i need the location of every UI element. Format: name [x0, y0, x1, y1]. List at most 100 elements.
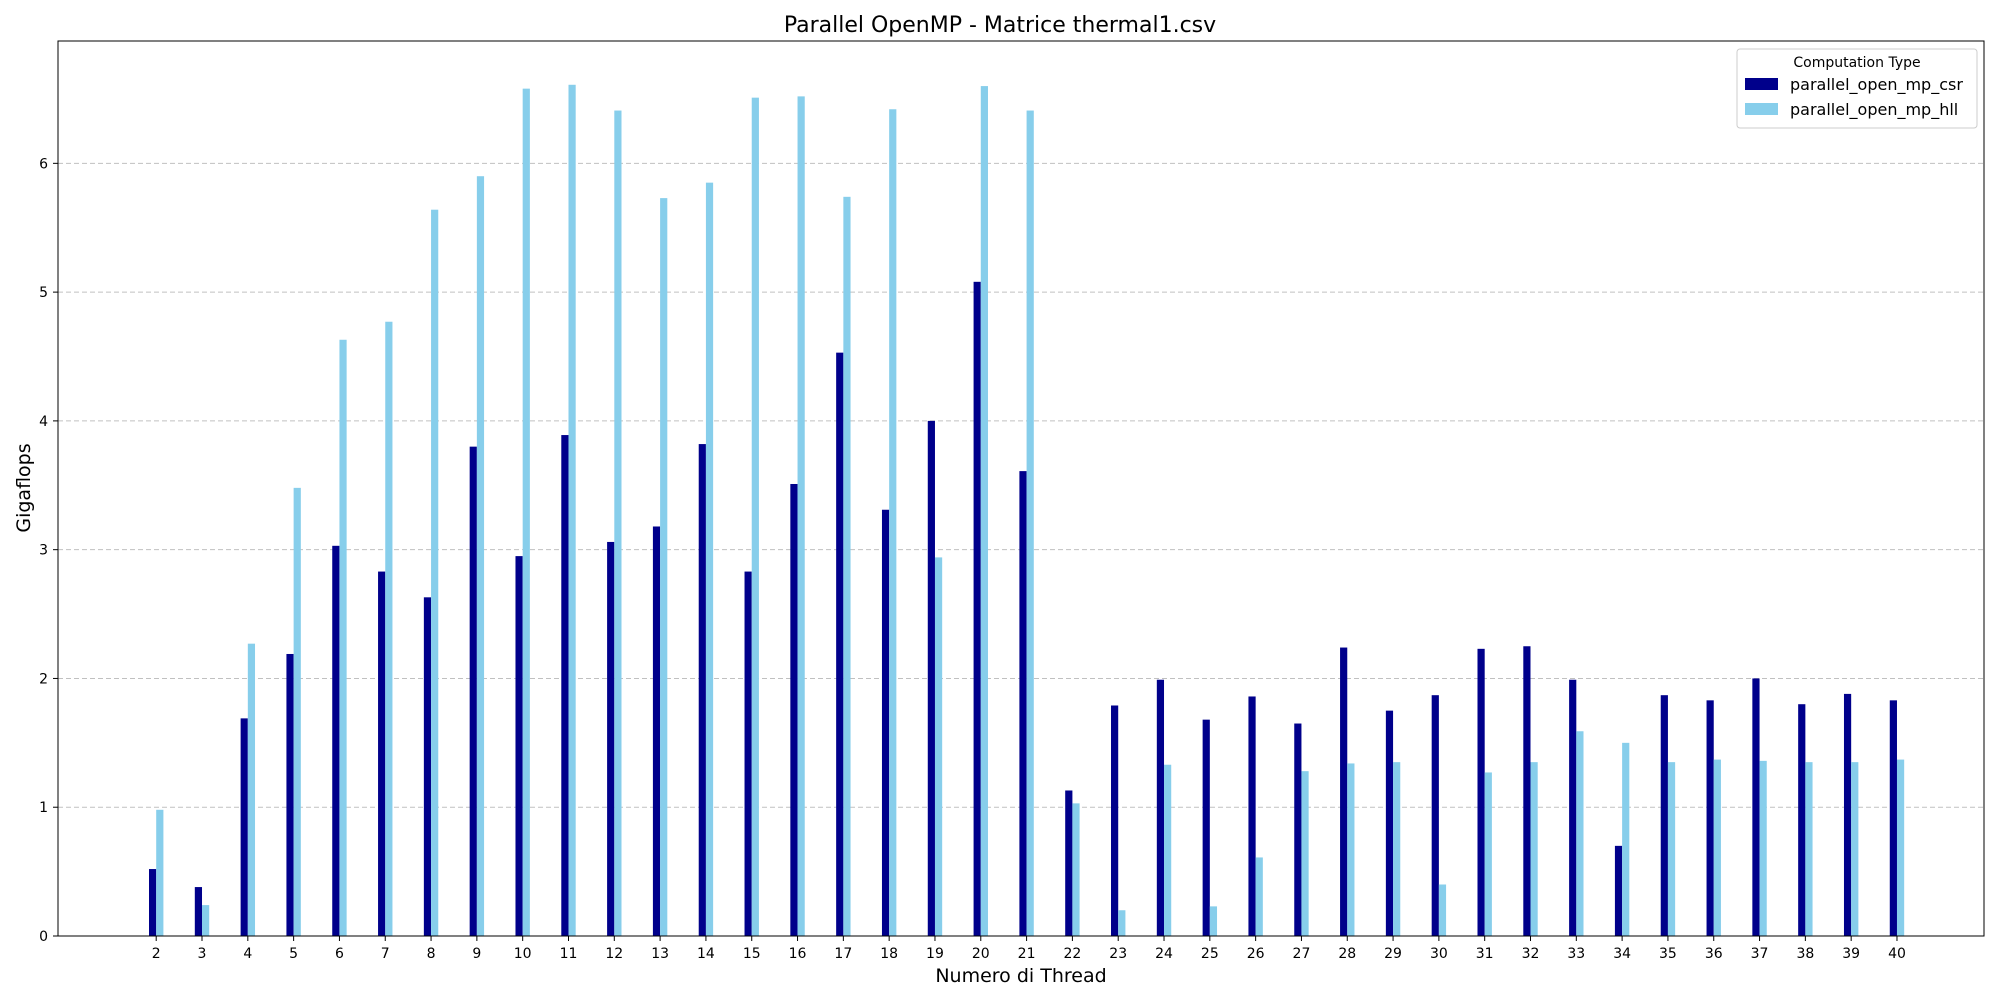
x-tick-label: 24: [1155, 946, 1173, 962]
bar-hll-39: [1851, 762, 1859, 936]
x-tick-label: 4: [243, 946, 252, 962]
bar-csr-36: [1706, 700, 1714, 936]
bar-hll-16: [797, 96, 805, 937]
bar-csr-12: [607, 541, 615, 936]
bar-csr-39: [1843, 693, 1852, 936]
legend-box: [1736, 48, 1978, 129]
x-tick-label: 11: [560, 946, 578, 962]
bar-hll-40: [1896, 759, 1905, 936]
x-tick-label: 8: [427, 946, 436, 962]
bar-hll-27: [1301, 771, 1309, 936]
x-tick-label: 39: [1842, 946, 1860, 962]
bar-hll-17: [843, 196, 851, 937]
x-tick-label: 38: [1796, 946, 1814, 962]
y-axis-label: Gigaflops: [13, 443, 35, 532]
x-tick-label: 30: [1430, 946, 1448, 962]
bar-hll-38: [1805, 762, 1813, 936]
x-tick-label: 2: [152, 946, 161, 962]
bar-hll-5: [293, 487, 301, 936]
x-tick-label: 19: [926, 946, 944, 962]
x-tick-label: 18: [880, 946, 898, 962]
bar-csr-6: [332, 545, 340, 936]
x-tick-label: 22: [1063, 946, 1081, 962]
bar-csr-21: [1019, 471, 1027, 936]
bar-hll-13: [660, 198, 668, 936]
x-tick-label: 12: [605, 946, 623, 962]
x-tick-label: 35: [1659, 946, 1677, 962]
bar-hll-24: [1164, 764, 1172, 936]
bar-csr-8: [423, 597, 432, 936]
x-tick-label: 7: [381, 946, 390, 962]
legend-label-csr: parallel_open_mp_csr: [1790, 75, 1963, 95]
bar-hll-21: [1026, 110, 1034, 937]
bar-csr-2: [149, 869, 157, 936]
x-tick-label: 20: [972, 946, 990, 962]
bar-csr-10: [515, 556, 523, 936]
legend-label-hll: parallel_open_mp_hll: [1790, 100, 1958, 120]
y-tick-label: 2: [39, 671, 48, 687]
x-axis-label: Numero di Thread: [935, 965, 1106, 987]
series-csr: [149, 281, 1897, 937]
bar-hll-26: [1255, 857, 1263, 936]
bar-hll-3: [202, 905, 210, 936]
bar-csr-29: [1385, 710, 1394, 936]
bar-csr-17: [836, 352, 844, 937]
bar-hll-19: [934, 557, 943, 936]
bar-csr-14: [698, 444, 706, 936]
bar-csr-28: [1340, 647, 1348, 936]
bar-hll-8: [431, 209, 439, 936]
bar-hll-22: [1072, 803, 1080, 936]
bar-csr-23: [1111, 705, 1119, 936]
x-tick-label: 25: [1201, 946, 1219, 962]
x-axis-ticks: 2 3 4 5 6 7 8 9 10 11 12 13 14 15 16 17 18 19 20 21 22 23 24 25…: [152, 936, 1906, 962]
bar-csr-27: [1294, 723, 1302, 936]
x-tick-label: 6: [335, 946, 344, 962]
x-tick-label: 15: [743, 946, 761, 962]
bar-csr-18: [881, 509, 890, 936]
bar-csr-35: [1660, 695, 1668, 936]
bar-hll-31: [1484, 772, 1492, 936]
x-tick-label: 32: [1522, 946, 1540, 962]
bar-hll-6: [339, 339, 347, 937]
x-tick-label: 29: [1384, 946, 1402, 962]
bar-hll-32: [1530, 762, 1538, 936]
x-tick-label: 5: [289, 946, 298, 962]
x-tick-label: 34: [1613, 946, 1631, 962]
bar-hll-18: [889, 109, 897, 936]
bar-hll-29: [1393, 762, 1401, 936]
bar-csr-24: [1156, 679, 1165, 936]
bar-hll-15: [751, 97, 759, 937]
x-tick-label: 21: [1018, 946, 1036, 962]
bar-csr-11: [561, 435, 569, 936]
bar-csr-19: [927, 420, 935, 936]
bar-csr-30: [1431, 695, 1439, 936]
bar-hll-7: [385, 321, 393, 936]
bar-csr-33: [1569, 679, 1577, 936]
bar-csr-34: [1614, 845, 1623, 936]
bar-csr-4: [240, 718, 248, 936]
x-tick-label: 26: [1247, 946, 1265, 962]
x-tick-label: 10: [514, 946, 532, 962]
bar-csr-20: [973, 281, 981, 936]
x-tick-label: 28: [1338, 946, 1356, 962]
y-tick-label: 5: [39, 285, 48, 301]
bar-csr-32: [1523, 646, 1531, 936]
bar-csr-26: [1248, 696, 1256, 936]
bar-csr-22: [1065, 790, 1073, 936]
legend-swatch-hll: [1745, 103, 1778, 115]
bar-hll-34: [1622, 742, 1630, 936]
bar-hll-23: [1118, 910, 1126, 936]
bar-hll-35: [1667, 762, 1676, 936]
bar-hll-10: [522, 88, 530, 937]
x-tick-label: 33: [1567, 946, 1585, 962]
y-tick-label: 1: [39, 800, 48, 816]
legend-swatch-csr: [1745, 78, 1778, 90]
legend-title: Computation Type: [1793, 55, 1920, 71]
y-tick-label: 3: [39, 543, 48, 559]
x-tick-label: 13: [651, 946, 669, 962]
bar-csr-16: [790, 483, 798, 936]
bar-csr-40: [1889, 700, 1897, 936]
bar-hll-4: [247, 643, 256, 936]
x-tick-label: 16: [789, 946, 807, 962]
